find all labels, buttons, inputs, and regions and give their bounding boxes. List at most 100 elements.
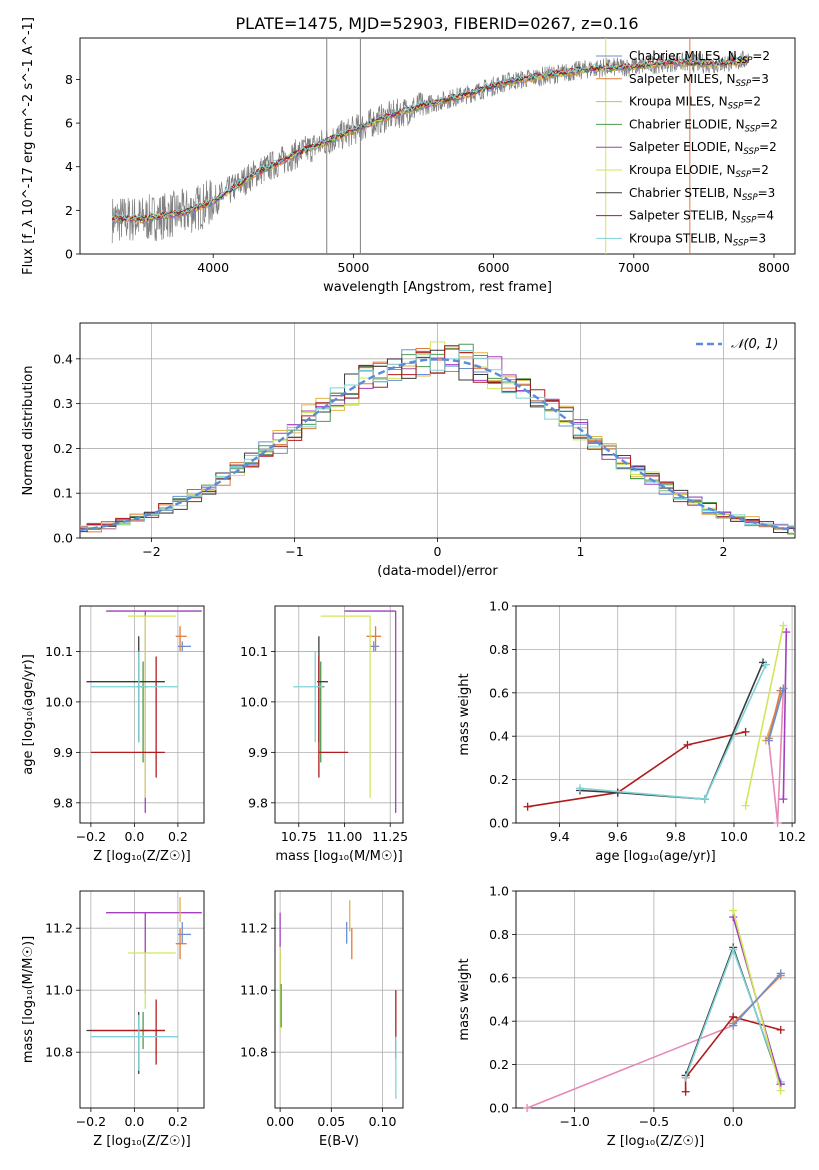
y-tick-label: 1.0	[489, 884, 509, 899]
panels: 4000 5000 6000 7000 8000 0 2 4 6 8 wavelength [Ang…	[21, 17, 806, 1149]
legend-label: Salpeter MILES, NSSP=3	[629, 72, 769, 89]
y-tick-label: 2	[65, 203, 73, 218]
x-axis-label: (data-model)/error	[377, 564, 498, 579]
y-tick-label: 0.0	[489, 1101, 509, 1116]
y-tick-label: 0.4	[489, 729, 509, 744]
y-tick-label: 10.8	[240, 1045, 268, 1060]
errorbars	[86, 610, 202, 813]
y-tick-label: 4	[65, 159, 73, 174]
x-tick-label: 11.25	[372, 829, 408, 844]
weight-lines	[523, 621, 791, 827]
x-tick-label: 0.00	[266, 1114, 294, 1129]
y-tick-label: 0.2	[489, 772, 509, 787]
y-tick-label: 10.1	[45, 644, 73, 659]
gaussian-curve	[80, 358, 795, 532]
errorbars	[279, 900, 397, 1099]
legend-label: Kroupa STELIB, NSSP=3	[629, 231, 766, 248]
x-tick-label: 0.0	[723, 1114, 743, 1129]
legend-label: Chabrier ELODIE, NSSP=2	[629, 117, 778, 134]
x-tick-label: −1	[285, 544, 303, 559]
legend-label: Salpeter STELIB, NSSP=4	[629, 209, 774, 226]
legend-label: Kroupa MILES, NSSP=2	[629, 95, 761, 112]
x-tick-label: 9.8	[666, 829, 686, 844]
y-axis-label: mass weight	[457, 958, 472, 1040]
y-tick-label: 9.9	[248, 745, 268, 760]
plot-frame	[274, 605, 404, 824]
x-tick-label: −0.5	[639, 1114, 669, 1129]
y-tick-label: 9.9	[53, 745, 73, 760]
y-tick-label: 0.6	[489, 685, 509, 700]
panel-mass-vs-Z: −0.2 0.0 0.2 10.8 11.0 11.2 Z [log₁₀(Z/Z☉)] mas…	[21, 890, 205, 1149]
weight-series-line	[782, 631, 788, 800]
x-tick-label: 0.10	[369, 1114, 397, 1129]
spectrum-lines	[111, 38, 749, 254]
y-tick-label: 0.0	[489, 816, 509, 831]
y-tick-label: 10.8	[45, 1045, 73, 1060]
panel-weight-vs-age: 9.4 9.6 9.8 10.0 10.2 0.0 0.2 0.4 0.6 0.8 1.0 age […	[457, 599, 806, 865]
weight-series-line	[527, 731, 746, 808]
y-tick-label: 11.0	[45, 983, 73, 998]
plot-frame	[79, 890, 205, 1109]
y-tick-label: 0.3	[53, 396, 73, 411]
x-tick-label: −0.2	[76, 829, 106, 844]
x-axis-label: age [log₁₀(age/yr)]	[595, 849, 716, 864]
x-tick-label: 4000	[197, 260, 229, 275]
gaussian-legend-label: 𝒩(0, 1)	[731, 337, 778, 352]
y-axis-label: mass weight	[457, 673, 472, 755]
weight-series-line	[768, 690, 782, 739]
x-tick-label: 10.0	[720, 829, 748, 844]
y-tick-label: 0.4	[53, 351, 73, 366]
y-tick-label: 0.6	[489, 970, 509, 985]
x-tick-label: 0.2	[168, 1114, 188, 1129]
y-tick-label: 6	[65, 116, 73, 131]
panel-mass-vs-EBV: 0.00 0.05 0.10 10.8 11.0 11.2 E(B-V)	[240, 890, 404, 1149]
y-axis-label: Flux [f_λ 10^-17 erg cm^-2 s^-1 A^-1]	[21, 17, 36, 275]
y-tick-label: 0.0	[53, 531, 73, 546]
x-axis-label: mass [log₁₀(M/M☉)]	[275, 849, 402, 864]
x-tick-label: 9.4	[550, 829, 570, 844]
x-axis-label: Z [log₁₀(Z/Z☉)]	[93, 1134, 190, 1149]
errorbars	[293, 610, 397, 813]
x-tick-label: 2	[720, 544, 728, 559]
y-axis-label: age [log₁₀(age/yr)]	[21, 654, 36, 775]
x-tick-label: 0.2	[168, 829, 188, 844]
panel-weight-vs-Z: −1.0 −0.5 0.0 0.0 0.2 0.4 0.6 0.8 1.0 Z [log₁₀(Z/…	[457, 884, 796, 1149]
x-tick-label: 11.00	[327, 829, 363, 844]
x-tick-label: 0.05	[317, 1114, 345, 1129]
x-tick-label: 7000	[618, 260, 650, 275]
x-tick-label: 0.0	[124, 829, 144, 844]
plot-frame	[515, 890, 796, 1109]
panel-residuals: −2 −1 0 1 2 0.0 0.1 0.2 0.3 0.4 (data-model)/error…	[21, 322, 796, 579]
x-tick-label: 10.2	[778, 829, 806, 844]
legend-label: Kroupa ELODIE, NSSP=2	[629, 163, 769, 180]
x-tick-label: 5000	[337, 260, 369, 275]
y-tick-label: 0.2	[489, 1057, 509, 1072]
x-tick-label: −1.0	[559, 1114, 589, 1129]
weight-series-line	[768, 688, 785, 741]
x-tick-label: −0.2	[76, 1114, 106, 1129]
y-tick-label: 10.0	[45, 694, 73, 709]
panel-spectrum: 4000 5000 6000 7000 8000 0 2 4 6 8 wavelength [Ang…	[21, 17, 796, 295]
x-tick-label: 10.75	[281, 829, 317, 844]
y-tick-label: 10.0	[240, 694, 268, 709]
plot-frame	[79, 37, 796, 255]
weight-series-line	[579, 664, 767, 800]
y-tick-label: 0.1	[53, 486, 73, 501]
x-tick-label: 8000	[758, 260, 790, 275]
x-tick-label: −2	[142, 544, 160, 559]
observed-spectrum	[111, 50, 749, 244]
y-axis-label: Normed distribution	[21, 366, 36, 496]
plot-frame	[274, 890, 404, 1109]
y-tick-label: 0.2	[53, 441, 73, 456]
y-tick-label: 0.8	[489, 927, 509, 942]
plot-frame	[79, 605, 205, 824]
x-tick-label: 6000	[478, 260, 510, 275]
spectrum-legend: Chabrier MILES, NSSP=2 Salpeter MILES, NS…	[596, 49, 778, 248]
weight-series-line	[744, 625, 785, 806]
x-axis-label: Z [log₁₀(Z/Z☉)]	[93, 849, 190, 864]
legend-label: Chabrier MILES, NSSP=2	[629, 49, 770, 66]
panel-age-vs-Z: −0.2 0.0 0.2 9.8 9.9 10.0 10.1 Z [log₁₀(Z/Z☉)] a…	[21, 605, 205, 864]
x-axis-label: wavelength [Angstrom, rest frame]	[323, 280, 552, 295]
residual-histogram-8	[80, 349, 795, 530]
